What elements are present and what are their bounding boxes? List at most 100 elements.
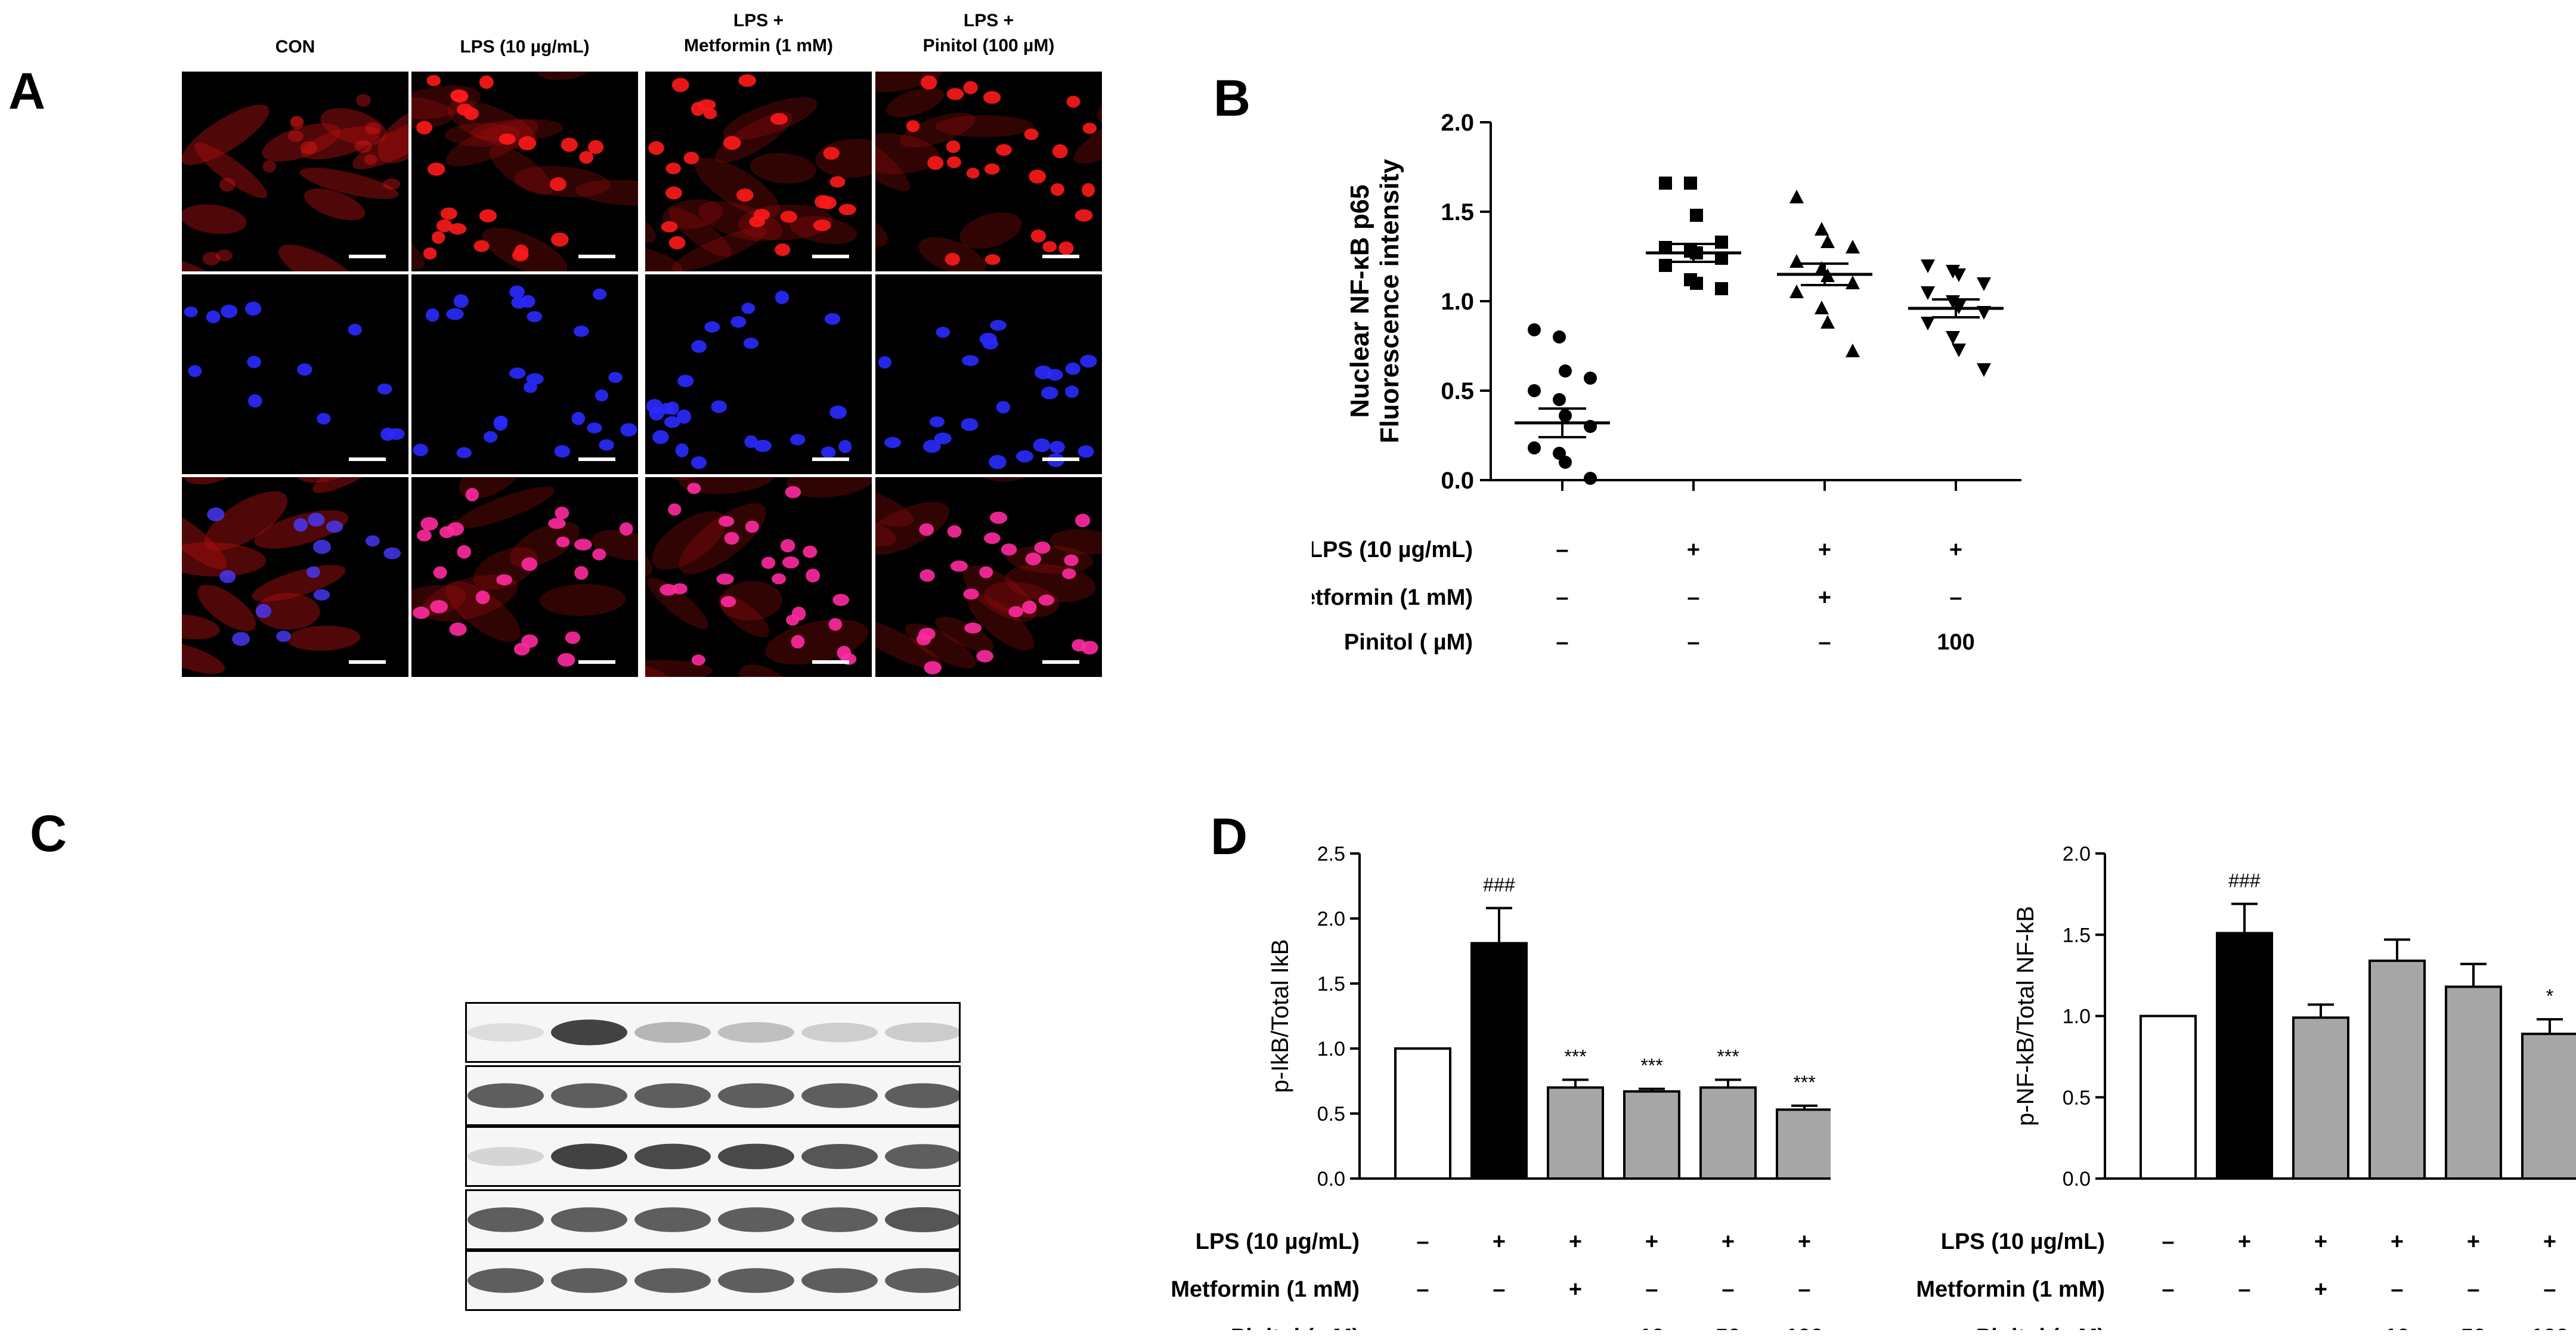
micrograph-image (413, 285, 637, 461)
cell-nucleus (413, 443, 429, 456)
cell-nucleus (262, 160, 277, 173)
bar (2216, 932, 2273, 1180)
condition-mark: – (1416, 1277, 1429, 1302)
cell-cytoplasm (182, 204, 247, 234)
cell-nucleus (202, 252, 221, 266)
cell-nucleus (683, 151, 699, 165)
cell-cytoplasm (304, 188, 366, 221)
cell-nucleus (919, 569, 935, 582)
bar (1776, 1108, 1831, 1180)
cell-nucleus (838, 203, 856, 215)
cell-nucleus (775, 243, 791, 256)
cell-nucleus (704, 321, 720, 333)
cell-nucleus (691, 101, 705, 116)
cell-cytoplasm (262, 123, 341, 162)
cell-nucleus (828, 618, 843, 631)
cell-nucleus (806, 568, 821, 583)
cell-cytoplasm (668, 208, 732, 257)
data-point (1559, 456, 1572, 469)
data-point (1820, 315, 1835, 329)
row-label (72, 100, 95, 243)
cell-nucleus (785, 485, 801, 499)
blot-band (801, 1143, 878, 1170)
cell-nucleus (432, 231, 445, 244)
data-point (1846, 240, 1860, 253)
condition-mark: + (1818, 537, 1831, 562)
blot-band (801, 1207, 878, 1232)
cell-nucleus (730, 316, 747, 328)
condition-mark: + (1569, 1229, 1582, 1254)
cell-cytoplasm (723, 97, 818, 140)
condition-mark: 50 (1716, 1325, 1741, 1330)
cell-nucleus (946, 88, 964, 100)
cell-nucleus (1075, 514, 1091, 527)
y-axis-label: p-IkB/Total IkB (1267, 939, 1293, 1093)
data-point (1921, 317, 1935, 330)
cell-nucleus (723, 136, 741, 150)
cell-cytoplasm (411, 206, 425, 270)
scale-bar (1042, 255, 1079, 258)
bar (1394, 1047, 1451, 1180)
cell-nucleus (574, 539, 592, 551)
cell-nucleus (1041, 386, 1058, 400)
cell-cytoplasm (695, 157, 781, 218)
cell-nucleus (207, 507, 225, 522)
cell-nucleus (447, 522, 465, 536)
cell-cytoplasm (301, 126, 381, 160)
y-tick-label: 1.0 (1441, 289, 1474, 315)
cell-nucleus (306, 566, 320, 579)
cell-cytoplasm (967, 593, 1035, 651)
blot-band (467, 1023, 544, 1042)
condition-label: LPS (10 µg/mL) (1196, 1229, 1360, 1254)
cell-nucleus (664, 416, 680, 428)
blot-band (801, 1022, 878, 1043)
condition-mark: + (2391, 1229, 2404, 1254)
condition-mark: – (2238, 1325, 2250, 1330)
cell-nucleus (668, 236, 686, 250)
significance-label: ### (1483, 874, 1515, 896)
cell-nucleus (287, 130, 304, 143)
cell-nucleus (290, 116, 304, 129)
cell-nucleus (691, 654, 705, 666)
column-header: LPS (10 µg/mL) (460, 37, 590, 57)
cell-nucleus (945, 252, 960, 266)
data-point (1659, 177, 1672, 190)
cell-nucleus (1065, 362, 1081, 375)
cell-nucleus (1024, 128, 1039, 141)
cell-nucleus (550, 177, 566, 191)
cell-nucleus (247, 355, 261, 369)
blot-band (634, 1207, 711, 1232)
cell-cytoplasm (662, 199, 723, 229)
cell-nucleus (188, 365, 202, 378)
cell-nucleus (743, 338, 759, 349)
data-point (1528, 323, 1541, 336)
blot-band (885, 1268, 959, 1293)
cell-nucleus (661, 221, 678, 233)
cell-cytoplasm (411, 97, 454, 129)
cell-cytoplasm (959, 212, 1022, 249)
cell-nucleus (719, 515, 735, 527)
cell-nucleus (1052, 144, 1068, 159)
data-point (1690, 209, 1703, 222)
condition-mark: – (2391, 1277, 2403, 1302)
cell-cytoplasm (182, 104, 270, 165)
cell-nucleus (365, 535, 380, 547)
cell-cytoplasm (679, 503, 767, 574)
cell-nucleus (741, 302, 756, 314)
cell-cytoplasm (182, 506, 227, 570)
cell-nucleus (1049, 441, 1066, 454)
cell-nucleus (1064, 554, 1079, 567)
cell-nucleus (221, 304, 238, 318)
data-point (1946, 331, 1960, 345)
data-point (1690, 277, 1703, 290)
cell-nucleus (426, 75, 441, 86)
cell-nucleus (453, 294, 469, 308)
cell-nucleus (921, 75, 937, 90)
cell-cytoplasm (875, 616, 943, 670)
cell-nucleus (983, 91, 1001, 104)
cell-nucleus (599, 439, 614, 451)
cell-nucleus (290, 116, 304, 127)
cell-cytoplasm (875, 502, 950, 555)
cell-nucleus (511, 296, 527, 309)
cell-cytoplasm (194, 143, 268, 199)
